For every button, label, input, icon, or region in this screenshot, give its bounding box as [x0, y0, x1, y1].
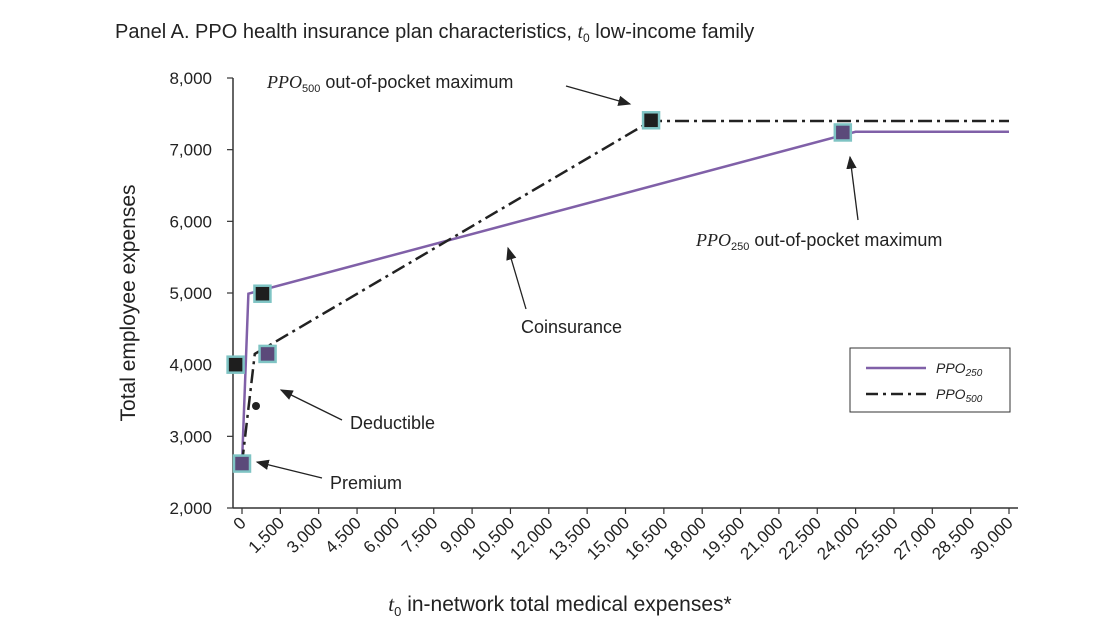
data-point-marker [833, 123, 853, 142]
y-tick-label: 4,000 [169, 356, 212, 375]
x-tick-label: 24,000 [813, 513, 863, 563]
arrow-ppo500-oop [565, 85, 632, 106]
y-tick-label: 2,000 [169, 499, 212, 518]
x-ticks: 01,5003,0004,5006,0007,5009,00010,50012,… [230, 508, 1017, 564]
ann-ppo500-oop: PPO500 out-of-pocket maximum [266, 72, 513, 95]
y-tick-label: 7,000 [169, 141, 212, 160]
x-tick-label: 18,000 [660, 513, 710, 563]
y-tick-label: 8,000 [169, 69, 212, 88]
x-tick-label: 25,500 [852, 513, 902, 563]
x-tick-label: 13,500 [545, 513, 595, 563]
ann-ppo250-oop: PPO250 out-of-pocket maximum [695, 230, 942, 253]
x-tick-label: 4,500 [321, 513, 365, 557]
x-tick-label: 1,500 [245, 513, 289, 557]
series-line-ppo250 [240, 130, 1009, 464]
data-point-marker [258, 344, 277, 364]
series-layer [240, 119, 1009, 464]
arrow-coinsurance [506, 246, 527, 310]
y-ticks: 2,000 3,000 4,000 5,000 6,000 7,000 8,000 [169, 69, 233, 518]
chart-title: Panel A. PPO health insurance plan chara… [115, 21, 754, 45]
x-tick-label: 22,500 [775, 513, 825, 563]
arrow-ppo250-oop [846, 155, 859, 221]
x-tick-label: 7,500 [398, 513, 442, 557]
x-tick-label: 6,000 [360, 513, 404, 557]
x-tick-label: 12,000 [506, 513, 556, 563]
y-axis-label: Total employee expenses [117, 185, 140, 422]
data-point-marker [253, 284, 272, 303]
arrow-premium [255, 459, 323, 479]
x-tick-label: 0 [230, 513, 250, 533]
x-tick-label: 28,500 [928, 513, 978, 563]
x-axis-label: t0 in-network total medical expenses* [388, 592, 731, 619]
series-line-ppo500 [240, 119, 1009, 464]
x-tick-label: 15,000 [583, 513, 633, 563]
x-tick-label: 16,500 [621, 513, 671, 563]
legend-ppo250-label: PPO250 [936, 360, 983, 379]
legend-ppo500-label: PPO500 [936, 386, 983, 405]
data-point-marker [232, 454, 252, 473]
x-tick-label: 3,000 [283, 513, 327, 557]
data-point-marker [641, 111, 661, 130]
data-point-marker [226, 355, 245, 374]
x-tick-label: 27,000 [890, 513, 940, 563]
ann-coinsurance: Coinsurance [521, 317, 622, 337]
x-tick-label: 21,000 [737, 513, 787, 563]
ann-deductible: Deductible [350, 413, 435, 433]
x-tick-label: 10,500 [468, 513, 518, 563]
x-tick-label: 30,000 [967, 513, 1017, 563]
y-tick-label: 3,000 [169, 427, 212, 446]
y-tick-label: 5,000 [169, 284, 212, 303]
arrow-deductible [279, 389, 343, 421]
x-tick-label: 19,500 [698, 513, 748, 563]
y-tick-label: 6,000 [169, 212, 212, 231]
ann-premium: Premium [330, 473, 402, 493]
marker-layer [226, 111, 853, 473]
deductible-dot [252, 402, 260, 410]
legend-box [849, 347, 1011, 413]
